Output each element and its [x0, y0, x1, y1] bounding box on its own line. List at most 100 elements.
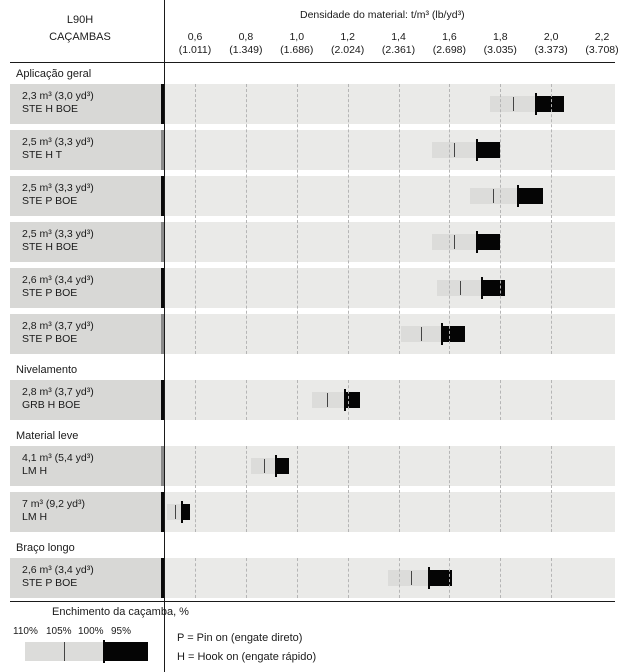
x-tick-imperial: (3.035): [483, 44, 517, 56]
gridline: [449, 558, 451, 598]
gridline: [245, 558, 247, 598]
bucket-volume: 2,6 m³ (3,4 yd³): [22, 564, 94, 576]
x-tick-metric: 0,8: [238, 31, 254, 43]
section-label: Nivelamento: [16, 364, 78, 376]
bar-fill-range: [490, 96, 536, 112]
bucket-type: STE P BOE: [22, 333, 78, 345]
bar-95-range: [518, 188, 544, 204]
row-label-cell: [10, 176, 161, 216]
x-tick-imperial: (2.698): [432, 44, 467, 56]
bar-95-range: [535, 96, 564, 112]
bar-105-tick: [454, 235, 456, 249]
bar-105-tick: [454, 143, 456, 157]
row-label-cell: [10, 84, 161, 124]
bucket-label: 4,1 m³ (5,4 yd³) LM H: [22, 452, 94, 478]
gridline: [347, 380, 349, 420]
gridline: [245, 446, 247, 532]
section-label: Aplicação geral: [16, 68, 92, 80]
x-tick-imperial: (1.349): [229, 44, 263, 56]
gridline: [296, 380, 298, 420]
bucket-label: 2,5 m³ (3,3 yd³) STE H T: [22, 136, 94, 162]
bar-100-marker: [481, 277, 484, 299]
x-tick-label: 1,2 (2.024): [331, 31, 364, 57]
row-label-cell: [10, 446, 161, 486]
bar-95-range: [276, 458, 290, 474]
bucket-volume: 2,5 m³ (3,3 yd³): [22, 182, 94, 194]
bar-95-range: [477, 234, 501, 250]
x-tick-metric: 1,6: [442, 31, 457, 43]
gridline: [347, 558, 349, 598]
x-tick-label: 2,0 (3.373): [534, 31, 567, 57]
model-label: L90H: [66, 14, 94, 26]
bar-100-marker: [534, 93, 537, 115]
gridline: [551, 84, 553, 354]
bucket-label: 2,8 m³ (3,7 yd³) GRB H BOE: [22, 386, 94, 412]
bucket-type: STE H BOE: [22, 241, 79, 253]
bucket-label: 2,6 m³ (3,4 yd³) STE P BOE: [22, 274, 94, 300]
bucket-label: 2,5 m³ (3,3 yd³) STE H BOE: [22, 228, 94, 254]
bucket-volume: 4,1 m³ (5,4 yd³): [22, 452, 94, 464]
bucket-type: STE P BOE: [22, 287, 78, 299]
x-tick-imperial: (1.686): [280, 44, 314, 56]
gridline: [551, 380, 553, 420]
row-label-cell: [10, 268, 161, 308]
row-marker: [161, 446, 165, 486]
bar-100-marker: [517, 185, 520, 207]
gridline: [500, 446, 502, 532]
y-axis-line: [164, 0, 165, 672]
legend-pct-100: 100%: [78, 626, 104, 637]
x-tick-label: 1,4 (2.361): [382, 31, 415, 57]
x-tick-imperial: (3.708): [585, 44, 619, 56]
bar-100-marker: [275, 455, 278, 477]
bucket-label: 2,3 m³ (3,0 yd³) STE H BOE: [22, 90, 94, 116]
bucket-type: STE P BOE: [22, 195, 78, 207]
bucket-volume: 2,8 m³ (3,7 yd³): [22, 386, 94, 398]
bar-100-marker: [344, 389, 347, 411]
bucket-label: 2,5 m³ (3,3 yd³) STE P BOE: [22, 182, 94, 208]
gridline: [398, 558, 400, 598]
gridline: [296, 558, 298, 598]
legend-pct-110: 110%: [13, 626, 38, 637]
section-label: Material leve: [16, 430, 79, 442]
row-label-cell: [10, 492, 161, 532]
bucket-volume: 2,6 m³ (3,4 yd³): [22, 274, 94, 286]
gridline: [398, 84, 400, 354]
bar-100-marker: [476, 139, 479, 161]
x-tick-metric: 2,0: [543, 31, 559, 43]
bar-95-range: [429, 570, 452, 586]
legend-note-pin: P = Pin on (engate direto): [177, 632, 303, 644]
bucket-volume: 2,3 m³ (3,0 yd³): [22, 90, 94, 102]
bucket-label: 7 m³ (9,2 yd³) LM H: [22, 498, 85, 524]
legend-pct-95: 95%: [111, 626, 132, 637]
row-marker: [161, 130, 165, 170]
row-label-cell: [10, 222, 161, 262]
gridline: [195, 446, 196, 532]
bucket-volume: 2,8 m³ (3,7 yd³): [22, 320, 94, 332]
bar-95-range: [182, 504, 190, 520]
section-label: Braço longo: [16, 542, 75, 554]
gridline: [195, 84, 196, 354]
bar-105-tick: [421, 327, 423, 341]
bottom-rule: [10, 601, 615, 602]
bar-95-range: [482, 280, 506, 296]
gridline: [449, 446, 451, 532]
gridline: [398, 380, 400, 420]
legend-title: Enchimento da caçamba, %: [52, 606, 189, 618]
header-rule: [10, 62, 615, 63]
x-tick-imperial: (2.361): [381, 44, 416, 56]
bar-95-range: [477, 142, 501, 158]
bucket-type: STE H BOE: [22, 103, 79, 115]
row-marker: [161, 558, 165, 598]
legend-bar-tick: [64, 642, 65, 661]
gridline: [296, 84, 298, 354]
bar-100-marker: [181, 501, 184, 523]
bucket-type: LM H: [22, 511, 48, 523]
gridline: [500, 84, 502, 354]
x-tick-label: 1,0 (1.686): [280, 31, 313, 57]
gridline: [347, 84, 349, 354]
axis-title: Densidade do material: t/m³ (lb/yd³): [300, 9, 465, 21]
gridline: [449, 84, 451, 354]
row-label-cell: [10, 314, 161, 354]
bar-95-range: [345, 392, 361, 408]
bar-105-tick: [174, 505, 176, 519]
